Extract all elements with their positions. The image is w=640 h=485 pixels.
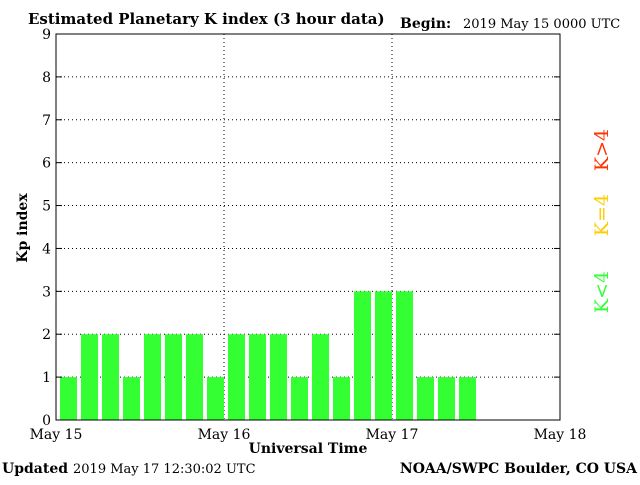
chart-title: Estimated Planetary K index (3 hour data… xyxy=(28,10,385,28)
kp-bar xyxy=(333,377,350,420)
y-tick-label: 9 xyxy=(42,27,51,43)
begin-label: Begin: xyxy=(400,16,451,32)
kp-bar xyxy=(123,377,140,420)
x-tick-label: May 17 xyxy=(366,427,419,443)
plot-frame xyxy=(55,33,561,421)
kp-bar xyxy=(207,377,224,420)
updated-value: 2019 May 17 12:30:02 UTC xyxy=(73,462,256,477)
kp-bar xyxy=(102,334,119,420)
kp-bar xyxy=(60,377,77,420)
grid-lines xyxy=(56,34,560,420)
kp-bar xyxy=(417,377,434,420)
legend-item: K<4 xyxy=(591,271,613,313)
kp-bar xyxy=(270,334,287,420)
y-tick-label: 2 xyxy=(42,327,51,343)
y-tick-label: 1 xyxy=(42,370,51,386)
updated-label: Updated xyxy=(2,461,68,477)
axis-ticks: 0 1 2 3 4 5 6 7 8 9 May 15 May 16 May 17 May 18 xyxy=(30,27,587,443)
kp-bar xyxy=(81,334,98,420)
x-tick-label: May 16 xyxy=(198,427,251,443)
kp-bar xyxy=(438,377,455,420)
kp-bar xyxy=(186,334,203,420)
x-tick-label: May 15 xyxy=(30,427,83,443)
kp-bar xyxy=(312,334,329,420)
kp-bar xyxy=(144,334,161,420)
kp-bar xyxy=(165,334,182,420)
legend-item: K>4 xyxy=(591,129,613,171)
kp-bar xyxy=(396,291,413,420)
kp-bar xyxy=(228,334,245,420)
y-tick-label: 6 xyxy=(42,156,51,172)
kp-bar xyxy=(375,291,392,420)
y-tick-label: 4 xyxy=(42,241,51,257)
x-axis-title: Universal Time xyxy=(249,441,368,457)
bars-group xyxy=(60,291,476,420)
y-tick-label: 8 xyxy=(42,70,51,86)
legend: K<4 K=4 K>4 xyxy=(591,129,613,313)
kp-bar xyxy=(291,377,308,420)
y-tick-label: 5 xyxy=(42,199,51,215)
y-tick-label: 7 xyxy=(42,113,51,129)
x-tick-label: May 18 xyxy=(534,427,587,443)
begin-value: 2019 May 15 0000 UTC xyxy=(463,17,620,32)
source-credit: NOAA/SWPC Boulder, CO USA xyxy=(400,461,638,477)
y-tick-label: 3 xyxy=(42,284,51,300)
kp-bar xyxy=(354,291,371,420)
kp-bar xyxy=(459,377,476,420)
y-axis-title: Kp index xyxy=(15,193,31,263)
y-tick-label: 0 xyxy=(42,413,51,429)
kp-bar xyxy=(249,334,266,420)
legend-item: K=4 xyxy=(591,194,613,236)
